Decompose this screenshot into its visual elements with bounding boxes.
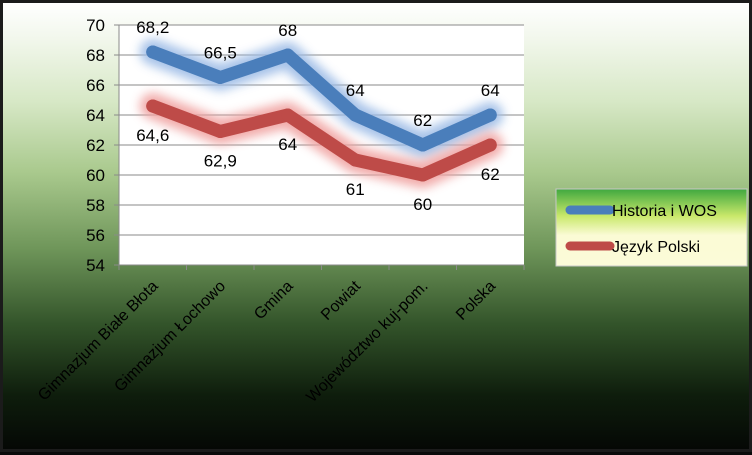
data-point — [213, 125, 227, 138]
y-tick-label: 68 — [86, 46, 105, 65]
y-tick-label: 58 — [86, 196, 105, 215]
series-line — [146, 99, 497, 182]
data-point — [348, 108, 362, 122]
x-category-label: Polska — [453, 278, 499, 324]
y-tick-label: 56 — [86, 226, 105, 245]
legend-label: Język Polski — [612, 239, 700, 256]
legend-label: Historia i WOS — [612, 203, 717, 220]
data-label: 64 — [278, 135, 297, 154]
y-tick-label: 66 — [86, 76, 105, 95]
data-label: 64,6 — [136, 126, 169, 145]
series-line — [146, 45, 497, 152]
x-category-label: Województwo kuj-pom. — [303, 278, 431, 406]
data-label: 68 — [278, 21, 297, 40]
x-category-label: Gmina — [251, 278, 296, 323]
data-label: 61 — [346, 180, 365, 199]
data-point — [281, 48, 295, 62]
y-tick-label: 54 — [86, 256, 105, 275]
data-label: 64 — [346, 81, 365, 100]
data-label: 62 — [413, 111, 432, 130]
data-point — [281, 108, 295, 122]
data-point — [416, 168, 430, 182]
data-point — [483, 138, 497, 152]
data-label: 64 — [481, 81, 500, 100]
legend — [555, 188, 748, 267]
y-tick-label: 62 — [86, 136, 105, 155]
data-point — [483, 108, 497, 122]
y-tick-label: 60 — [86, 166, 105, 185]
data-label: 60 — [413, 195, 432, 214]
data-point — [416, 138, 430, 152]
data-point — [213, 71, 227, 84]
data-label: 62 — [481, 165, 500, 184]
y-tick-label: 64 — [86, 106, 105, 125]
line-chart: 54 56 58 60 62 64 66 68 70 Gimnazjum Białe Błota… — [35, 16, 748, 406]
data-point — [146, 99, 160, 113]
y-tick-label: 70 — [86, 16, 105, 35]
data-point — [146, 45, 160, 59]
x-category-label: Gimnazjum Białe Błota — [35, 278, 162, 405]
data-point — [348, 153, 362, 167]
x-category-label: Powiat — [318, 277, 364, 323]
data-label: 68,2 — [136, 18, 169, 37]
x-category-label: Gimnazjum Łochowo — [111, 278, 229, 396]
data-label: 62,9 — [204, 152, 237, 171]
data-label: 66,5 — [204, 44, 237, 63]
